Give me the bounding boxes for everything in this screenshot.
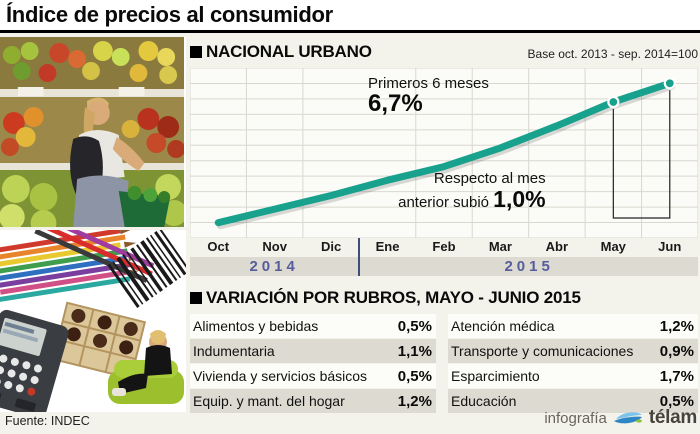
table-row: Alimentos y bebidas 0,5% xyxy=(190,314,436,338)
barcode-art xyxy=(107,230,186,309)
source-note: Fuente: INDEC xyxy=(5,414,90,428)
x-tick-mar: Mar xyxy=(488,239,512,254)
x-tick-may: May xyxy=(600,239,626,254)
x-tick-abr: Abr xyxy=(545,239,569,254)
supermarket-photo-art xyxy=(0,37,184,227)
x-tick-feb: Feb xyxy=(432,239,456,254)
infographic-credit: infografía télam xyxy=(544,407,697,429)
annotation-month-over-month: Respecto al mes anterior subió 1,0% xyxy=(398,168,546,213)
rubros-right-column: Atención médica 1,2% Transporte y comuni… xyxy=(448,314,698,414)
table-row: Transporte y comunicaciones 0,9% xyxy=(448,339,698,363)
table-row: Esparcimiento 1,7% xyxy=(448,364,698,388)
main-content: NACIONAL URBANO Base oct. 2013 - sep. 20… xyxy=(190,40,698,420)
section-bullet-icon xyxy=(190,46,202,58)
x-tick-oct: Oct xyxy=(207,239,230,254)
couch-figure-art xyxy=(108,330,184,404)
annotation-first6-value: 6,7% xyxy=(368,90,423,117)
section2-title: VARIACIÓN POR RUBROS, MAYO - JUNIO 2015 xyxy=(206,288,581,307)
table-row: Vivienda y servicios básicos 0,5% xyxy=(190,364,436,388)
year-label-2014: 2014 xyxy=(190,257,359,276)
calculator-art xyxy=(0,309,69,412)
x-tick-jun: Jun xyxy=(658,239,682,254)
annotation-mom-line2: anterior subió 1,0% xyxy=(398,186,546,212)
goods-collage-photo xyxy=(0,230,186,412)
rubros-left-column: Alimentos y bebidas 0,5% Indumentaria 1,… xyxy=(190,314,436,414)
section-variacion-header: VARIACIÓN POR RUBROS, MAYO - JUNIO 2015 xyxy=(190,288,698,310)
table-row: Educación 0,5% xyxy=(448,389,698,413)
page-title: Índice de precios al consumidor xyxy=(6,2,333,27)
x-tick-ene: Ene xyxy=(375,239,400,254)
goods-collage-art xyxy=(0,230,186,412)
title-bar: Índice de precios al consumidor xyxy=(0,0,700,33)
shopper-figure xyxy=(70,97,171,227)
supermarket-photo xyxy=(0,37,186,227)
table-row: Indumentaria 1,1% xyxy=(190,339,436,363)
base-note: Base oct. 2013 - sep. 2014=100 xyxy=(527,47,698,61)
section-bullet-icon xyxy=(190,292,202,304)
x-axis-month-labels: Oct Nov Dic Ene Feb Mar Abr May Jun xyxy=(190,239,698,256)
x-tick-dic: Dic xyxy=(320,239,342,254)
annotation-mom-line1: Respecto al mes xyxy=(433,170,546,187)
section-nacional-urbano-header: NACIONAL URBANO Base oct. 2013 - sep. 20… xyxy=(190,42,698,64)
annotation-first6-label: Primeros 6 meses xyxy=(368,75,489,92)
x-tick-nov: Nov xyxy=(262,239,287,254)
section1-title: NACIONAL URBANO xyxy=(206,42,372,61)
cpi-line-chart: Primeros 6 meses 6,7% Respecto al mes an… xyxy=(190,68,698,276)
credit-label: infografía xyxy=(544,409,607,427)
table-row: Equip. y mant. del hogar 1,2% xyxy=(190,389,436,413)
annotation-mom-value: 1,0% xyxy=(493,186,546,212)
table-row: Atención médica 1,2% xyxy=(448,314,698,338)
annotation-first-6-months: Primeros 6 meses 6,7% xyxy=(368,74,489,117)
year-band: 2014 2015 xyxy=(190,257,698,276)
cpi-line-chart-svg xyxy=(190,68,698,238)
credit-brand: télam xyxy=(648,407,697,428)
telam-bird-icon xyxy=(613,412,642,424)
year-label-2015: 2015 xyxy=(360,257,698,276)
